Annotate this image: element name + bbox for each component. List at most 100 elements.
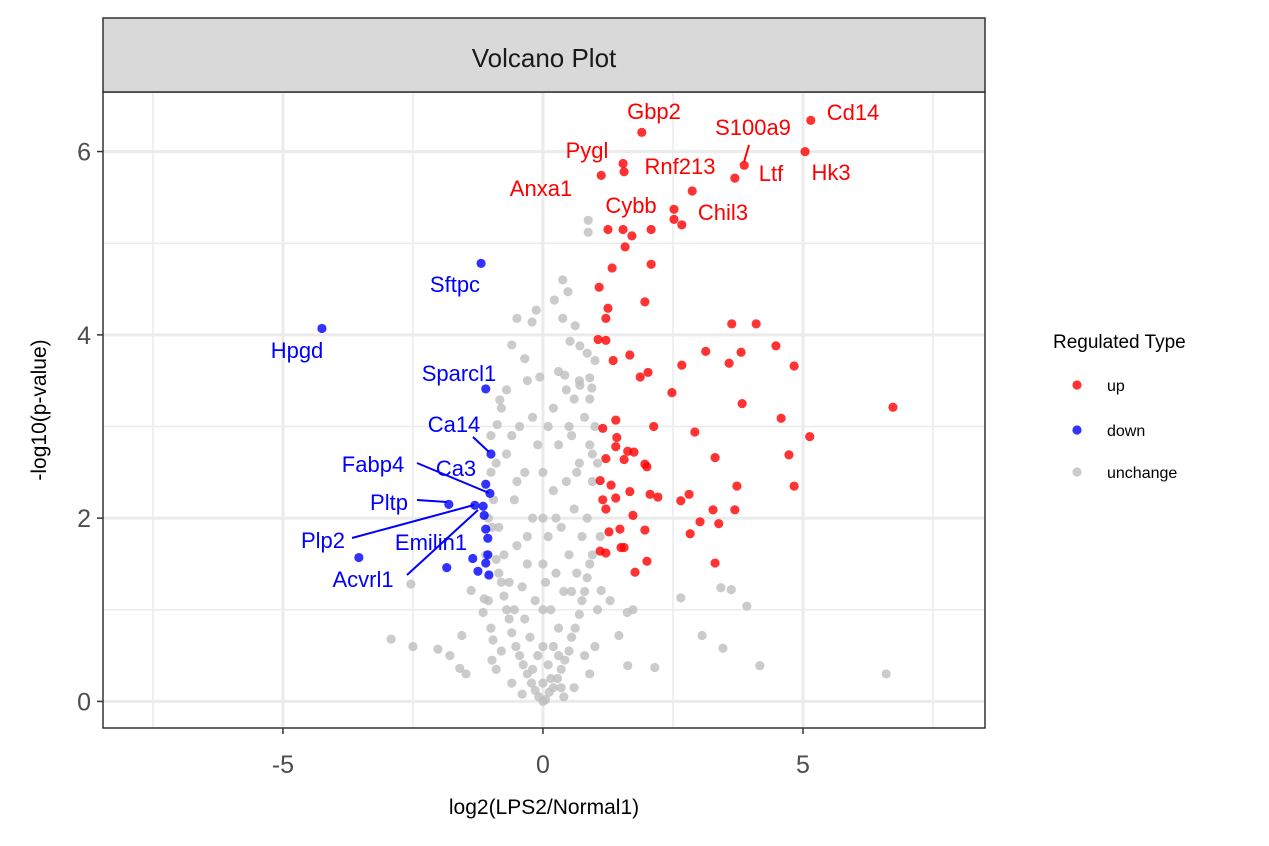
point-unchange <box>527 317 537 327</box>
point-unchange <box>590 421 600 432</box>
point-up <box>727 319 737 329</box>
point-down <box>481 479 491 489</box>
point-up <box>619 167 629 177</box>
point-unchange <box>522 559 532 569</box>
point-up <box>640 297 650 307</box>
point-unchange <box>457 630 467 641</box>
legend: Regulated Type up down unchange <box>1053 332 1186 482</box>
point-unchange <box>495 395 505 405</box>
point-unchange <box>572 467 582 477</box>
point-up <box>669 214 679 224</box>
point-unchange <box>548 403 558 413</box>
point-down <box>485 488 495 498</box>
point-up <box>677 220 687 230</box>
legend-label-up: up <box>1107 378 1125 395</box>
point-unchange <box>582 348 592 358</box>
point-unchange <box>520 614 530 624</box>
point-unchange <box>553 623 564 633</box>
point-up <box>806 115 816 126</box>
point-unchange <box>697 630 707 641</box>
point-unchange <box>881 669 891 679</box>
x-tick-label: 5 <box>796 751 810 779</box>
point-up <box>629 447 639 457</box>
point-unchange <box>455 663 465 674</box>
point-unchange <box>496 577 506 587</box>
gene-label-emilin1: Emilin1 <box>395 530 467 555</box>
point-up <box>714 519 724 529</box>
point-unchange <box>543 421 553 432</box>
point-unchange <box>551 568 561 578</box>
point-up <box>708 505 718 515</box>
point-unchange <box>522 531 532 542</box>
point-unchange <box>499 550 509 560</box>
point-unchange <box>676 593 686 603</box>
point-unchange <box>546 673 556 684</box>
point-up <box>701 346 711 356</box>
point-unchange <box>494 568 504 578</box>
point-up <box>667 387 677 398</box>
point-up <box>601 548 611 558</box>
point-unchange <box>549 295 560 305</box>
point-up <box>687 186 697 196</box>
point-unchange <box>538 467 548 477</box>
point-up <box>611 415 621 425</box>
point-unchange <box>726 585 736 595</box>
point-up <box>635 372 645 382</box>
point-up <box>710 453 720 463</box>
point-up <box>618 158 628 169</box>
legend-label-unchange: unchange <box>1107 465 1177 482</box>
point-up <box>606 480 616 490</box>
point-unchange <box>487 655 497 665</box>
point-unchange <box>569 683 579 693</box>
point-up <box>643 367 653 378</box>
y-axis-title: -log10(p-value) <box>28 339 51 480</box>
point-unchange <box>716 583 726 593</box>
point-unchange <box>511 641 521 652</box>
point-up <box>695 517 705 527</box>
point-up <box>645 489 655 499</box>
legend-key-up <box>1072 380 1082 390</box>
point-up <box>710 558 720 568</box>
point-unchange <box>587 449 597 459</box>
legend-key-down <box>1072 425 1082 435</box>
point-down <box>478 501 488 511</box>
label-leader-line <box>416 499 448 503</box>
point-up <box>646 224 656 235</box>
x-tick-label: -5 <box>272 751 294 779</box>
point-down <box>470 500 480 510</box>
point-down <box>481 384 491 394</box>
point-down <box>483 550 493 560</box>
point-unchange <box>512 476 522 487</box>
point-unchange <box>577 596 587 606</box>
point-up <box>730 505 740 515</box>
point-up <box>669 204 679 214</box>
point-up <box>684 489 694 499</box>
point-up <box>594 282 604 292</box>
point-unchange <box>527 664 538 674</box>
point-unchange <box>585 559 595 569</box>
point-unchange <box>538 513 548 523</box>
point-unchange <box>548 683 558 693</box>
gene-label-cybb: Cybb <box>605 193 656 218</box>
point-unchange <box>623 661 633 671</box>
point-unchange <box>548 641 558 652</box>
point-down <box>479 510 489 520</box>
point-up <box>776 413 786 423</box>
point-unchange <box>569 504 579 514</box>
point-unchange <box>561 385 571 395</box>
point-unchange <box>486 467 496 477</box>
point-up <box>676 496 686 506</box>
point-up <box>732 481 742 491</box>
point-up <box>601 313 611 323</box>
point-unchange <box>546 605 556 615</box>
point-unchange <box>569 394 579 404</box>
point-unchange <box>535 372 545 382</box>
point-unchange <box>585 440 595 450</box>
point-unchange <box>525 632 535 642</box>
point-up <box>627 231 637 241</box>
point-unchange <box>575 341 585 351</box>
gene-label-gbp2: Gbp2 <box>627 99 681 124</box>
point-unchange <box>559 586 569 597</box>
gene-label-ca14: Ca14 <box>428 412 481 437</box>
point-unchange <box>628 605 638 615</box>
